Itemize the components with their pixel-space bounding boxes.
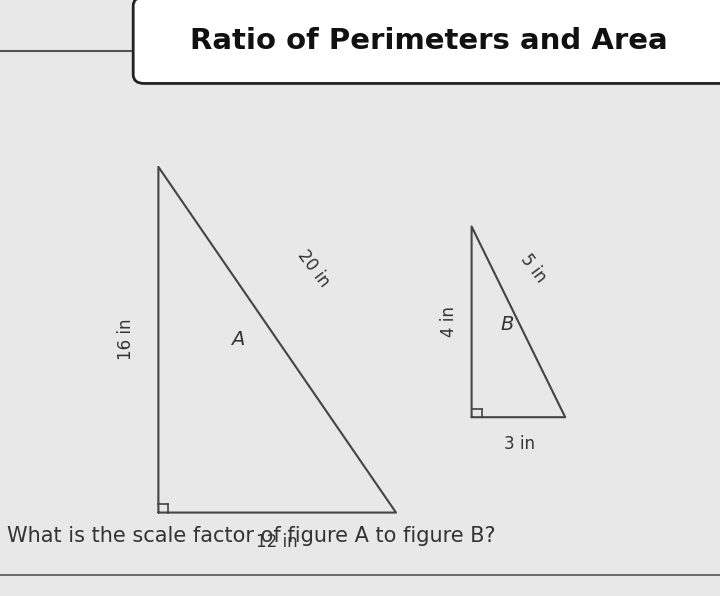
Text: A: A (231, 330, 244, 349)
Text: 5 in: 5 in (516, 250, 549, 286)
Text: 4 in: 4 in (440, 306, 458, 337)
FancyBboxPatch shape (133, 0, 720, 83)
Text: What is the scale factor of figure A to figure B?: What is the scale factor of figure A to … (7, 526, 496, 547)
Text: B: B (501, 315, 514, 334)
Text: Ratio of Perimeters and Area: Ratio of Perimeters and Area (189, 27, 667, 54)
Text: 12 in: 12 in (256, 533, 298, 551)
Text: 20 in: 20 in (294, 246, 333, 290)
Text: 3 in: 3 in (504, 435, 536, 453)
Text: 16 in: 16 in (117, 319, 135, 361)
